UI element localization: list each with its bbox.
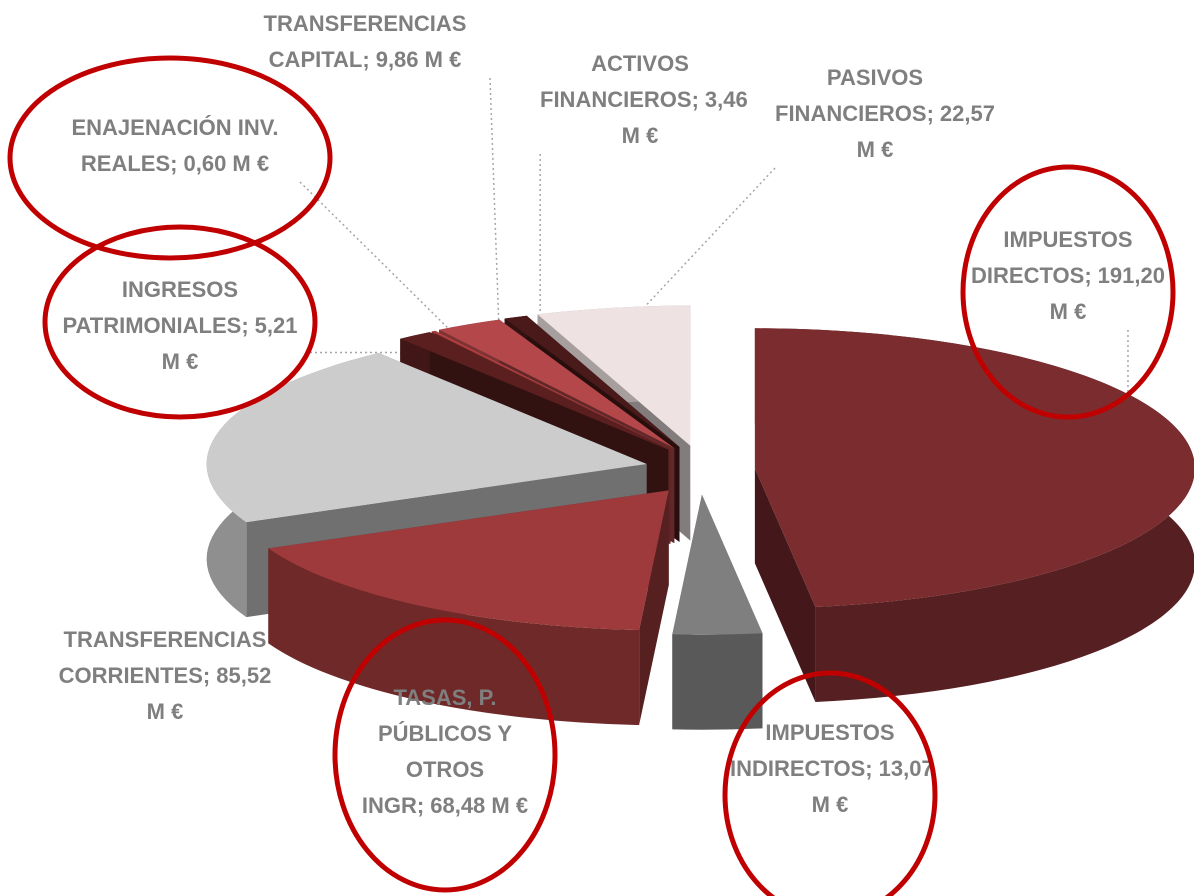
cat: TRANSFERENCIAS CORRIENTES <box>58 627 267 688</box>
sep: ; <box>241 313 249 338</box>
sep: ; <box>416 793 425 818</box>
cat: PASIVOS FINANCIEROS <box>775 65 927 126</box>
sep: ; <box>691 87 699 112</box>
data-label: ACTIVOS FINANCIEROS; 3,46 M € <box>540 46 748 154</box>
slice-top <box>439 319 675 449</box>
cat: INGRESOS PATRIMONIALES <box>62 277 242 338</box>
slice-top <box>431 330 671 450</box>
cat: ACTIVOS FINANCIEROS <box>540 51 692 112</box>
slice-top <box>672 494 763 635</box>
slice-top <box>400 332 669 450</box>
data-label: PASIVOS FINANCIEROS; 22,57 M € <box>775 60 995 168</box>
slice-top <box>504 315 680 448</box>
data-label: IMPUESTOS INDIRECTOS; 13,07 M € <box>730 715 934 823</box>
data-label: IMPUESTOS DIRECTOS; 191,20 M € <box>968 222 1168 330</box>
slice <box>754 328 1194 702</box>
data-label: TASAS, P. PÚBLICOS Y OTROS INGR; 68,48 M … <box>360 680 530 824</box>
sep: ; <box>170 151 178 176</box>
slice-top <box>537 305 691 446</box>
leader-line <box>299 181 470 350</box>
val: 9,86 M € <box>375 47 462 72</box>
val: 3,46 M € <box>621 87 748 148</box>
val: 85,52 M € <box>146 663 272 724</box>
leader-line <box>489 77 501 343</box>
val: 22,57 M € <box>856 101 995 162</box>
sep: ; <box>202 663 211 688</box>
sep: ; <box>362 47 370 72</box>
sep: ; <box>926 101 934 126</box>
sep: ; <box>1084 263 1092 288</box>
val: 68,48 M € <box>430 793 529 818</box>
data-label: TRANSFERENCIAS CORRIENTES; 85,52 M € <box>50 622 280 730</box>
slice <box>672 494 763 730</box>
leader-line <box>623 167 776 330</box>
slice-top <box>268 490 669 631</box>
sep: ; <box>865 756 873 781</box>
val: 0,60 M € <box>183 151 270 176</box>
slice-side <box>754 468 816 702</box>
data-label: ENAJENACIÓN INV. REALES; 0,60 M € <box>50 110 300 182</box>
data-label: TRANSFERENCIAS CAPITAL; 9,86 M € <box>240 6 490 78</box>
data-label: INGRESOS PATRIMONIALES; 5,21 M € <box>55 272 305 380</box>
